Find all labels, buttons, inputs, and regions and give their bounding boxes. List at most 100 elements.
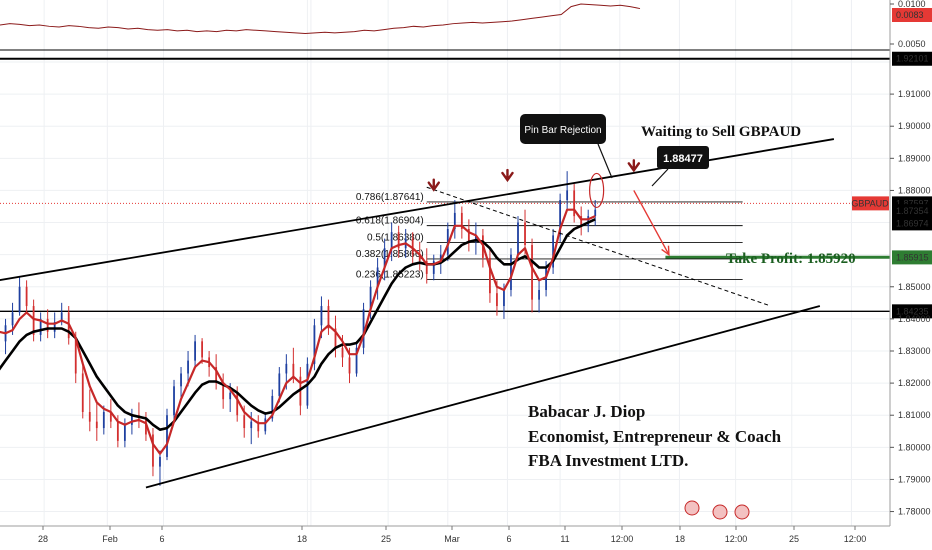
candle-body bbox=[524, 222, 526, 246]
dashed-trendline[interactable] bbox=[426, 186, 771, 307]
candle bbox=[390, 222, 393, 262]
event-flag-icon[interactable] bbox=[712, 504, 728, 520]
event-flag-icon[interactable] bbox=[734, 504, 750, 520]
candle bbox=[257, 415, 260, 438]
lower-trendline[interactable] bbox=[145, 305, 821, 489]
indicator-tag bbox=[892, 8, 932, 22]
price-tag-label: 1.92101 bbox=[896, 54, 929, 64]
pin-bar-callout[interactable]: Pin Bar Rejection bbox=[520, 114, 613, 179]
candle bbox=[173, 379, 175, 422]
economic-events-icons[interactable] bbox=[684, 500, 750, 520]
candle-body bbox=[271, 395, 274, 419]
date-tick-label: 18 bbox=[675, 534, 685, 544]
price-tag-label: 1.86974 bbox=[896, 218, 929, 228]
date-tick-label: 18 bbox=[297, 534, 307, 544]
time-axis-ticks: 28 Feb 6 18 25 Mar 6 11 12:00 18 12:00 25 12:00 bbox=[38, 526, 866, 544]
candle bbox=[397, 225, 400, 258]
date-tick-label: 12:00 bbox=[725, 534, 748, 544]
candle-body bbox=[25, 286, 28, 307]
candle-body bbox=[411, 238, 414, 255]
candle-body bbox=[460, 212, 463, 229]
candle-body bbox=[173, 386, 175, 416]
date-tick-label: Mar bbox=[444, 534, 460, 544]
candle bbox=[489, 248, 491, 303]
candle-body bbox=[187, 360, 189, 374]
price-tag bbox=[892, 216, 932, 231]
candle bbox=[334, 315, 337, 358]
price-callout-label: 1.88477 bbox=[663, 153, 703, 165]
author-company: FBA Investment LTD. bbox=[528, 451, 688, 470]
candle-body bbox=[222, 383, 225, 400]
take-profit-text: Take Profit: 1.85920 bbox=[726, 251, 856, 267]
price-tick-label: 1.82000 bbox=[898, 378, 931, 388]
candle bbox=[467, 219, 470, 252]
fib-level-label: 0.236(1.85223) bbox=[356, 270, 424, 281]
candle-body bbox=[348, 357, 351, 374]
price-tick-label: 1.89000 bbox=[898, 153, 931, 163]
price-tick-label: 1.79000 bbox=[898, 474, 931, 484]
candle-body bbox=[116, 421, 119, 441]
date-tick-label: 12:00 bbox=[611, 534, 634, 544]
candle bbox=[552, 228, 554, 274]
candle-body bbox=[390, 232, 393, 249]
candle bbox=[432, 254, 435, 281]
candle bbox=[510, 248, 512, 297]
price-tick-label: 1.90000 bbox=[898, 121, 931, 131]
price-tick-label: 1.83000 bbox=[898, 346, 931, 356]
candle bbox=[152, 428, 154, 477]
pin-bar-callout-box bbox=[520, 114, 606, 144]
fib-level-label: 0.786(1.87641) bbox=[356, 192, 424, 203]
candle-body bbox=[152, 434, 154, 467]
candle-body bbox=[566, 190, 569, 201]
candle-body bbox=[109, 412, 112, 422]
candle-body bbox=[236, 392, 239, 416]
candle bbox=[587, 209, 590, 233]
price-axis-ticks: 1.92101 1.91000 1.90000 1.89000 1.88000 1.875… bbox=[851, 0, 932, 517]
price-axis-background[interactable] bbox=[891, 0, 932, 550]
candle bbox=[39, 312, 42, 342]
grid bbox=[0, 0, 890, 526]
candle bbox=[362, 302, 365, 355]
sell-arrow-line[interactable] bbox=[633, 190, 670, 255]
candle-body bbox=[32, 306, 35, 335]
price-tick-label: 1.78000 bbox=[898, 507, 931, 517]
candle-body bbox=[53, 322, 56, 332]
candle-body bbox=[215, 367, 218, 384]
author-name: Babacar J. Diop bbox=[528, 402, 645, 421]
author-title: Economist, Entrepreneur & Coach bbox=[528, 427, 782, 446]
candle-body bbox=[369, 286, 372, 310]
candle-body bbox=[552, 235, 554, 268]
candle-body bbox=[159, 456, 161, 467]
moving-average-black bbox=[0, 218, 596, 432]
candle bbox=[538, 280, 540, 313]
symbol-tag-label: GBPAUD bbox=[851, 198, 889, 208]
event-flag-icon[interactable] bbox=[684, 500, 700, 516]
waiting-to-sell-text: Waiting to Sell GBPAUD bbox=[641, 124, 801, 140]
candle-body bbox=[102, 412, 105, 429]
moving-averages bbox=[0, 208, 596, 455]
candle bbox=[166, 408, 168, 461]
date-tick-label: Feb bbox=[102, 534, 118, 544]
time-axis-background[interactable] bbox=[0, 527, 890, 550]
moving-average-red bbox=[0, 208, 596, 455]
down-arrow-icon bbox=[501, 168, 514, 183]
price-callout[interactable]: 1.88477 bbox=[651, 146, 709, 187]
price-tag-label: 1.84235 bbox=[896, 306, 929, 316]
date-tick-label: 25 bbox=[381, 534, 391, 544]
candle bbox=[81, 363, 84, 419]
fib-level-label: 0.618(1.86904) bbox=[356, 216, 424, 227]
candle bbox=[299, 367, 302, 416]
candle bbox=[531, 238, 533, 313]
pin-bar-circle[interactable] bbox=[589, 172, 605, 209]
candle-body bbox=[18, 286, 21, 313]
price-tag bbox=[892, 204, 932, 219]
candle-body bbox=[81, 373, 84, 413]
candle-body bbox=[60, 312, 63, 323]
candle bbox=[194, 334, 196, 368]
down-arrow-icon bbox=[427, 178, 440, 192]
candle bbox=[313, 318, 316, 371]
sell-arrow-head-icon bbox=[661, 245, 670, 257]
price-tick-label: 1.85000 bbox=[898, 282, 931, 292]
